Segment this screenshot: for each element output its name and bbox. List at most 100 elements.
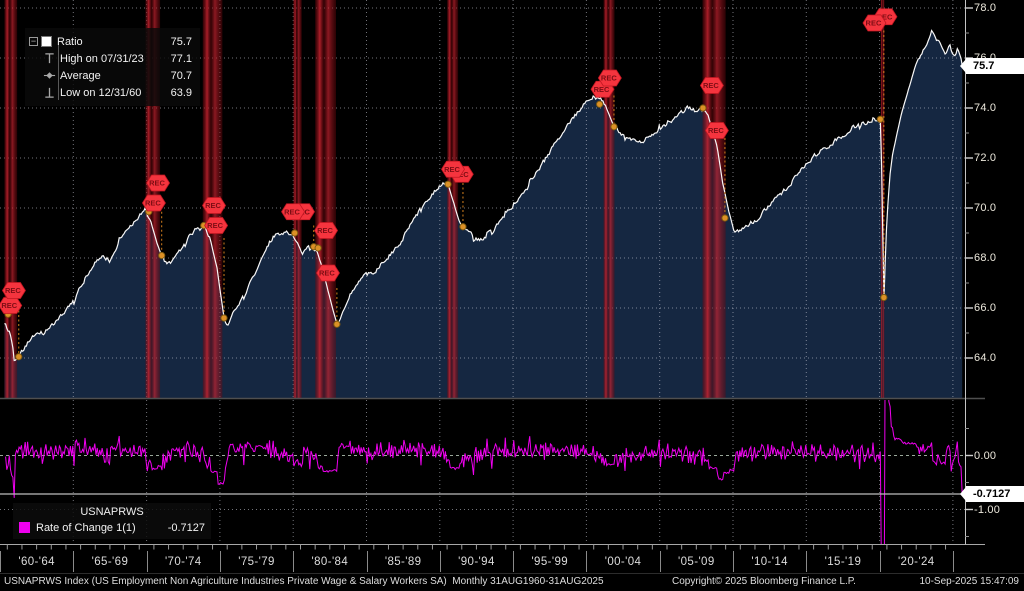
average-label: Average bbox=[60, 69, 101, 82]
rec-trough-dot bbox=[459, 223, 467, 231]
x-axis-label: '65-'69 bbox=[91, 556, 129, 568]
y-axis-label: 78.0 bbox=[974, 2, 997, 14]
average-value: 70.7 bbox=[170, 69, 192, 82]
recession-band bbox=[293, 0, 302, 398]
footer-timestamp: 10-Sep-2025 15:47:09 bbox=[919, 576, 1019, 587]
rec-flag-icon bbox=[862, 14, 887, 32]
x-axis-divider bbox=[73, 551, 75, 572]
rec-flag-label: REC bbox=[5, 286, 21, 295]
rec-trough-dot bbox=[291, 229, 299, 237]
legend-row-low: Low on 12/31/60 63.9 bbox=[28, 85, 194, 100]
x-axis-divider bbox=[146, 551, 148, 572]
rec-trough-dot bbox=[595, 100, 604, 108]
recession-band bbox=[315, 0, 337, 398]
rec-trough-dot bbox=[721, 214, 729, 222]
rec-trough-dot bbox=[610, 123, 618, 131]
rec-trough-dot bbox=[444, 180, 452, 188]
rec-trough-dot bbox=[876, 115, 884, 123]
rec-flag-label: REC bbox=[703, 81, 719, 90]
rec-flag-label: REC bbox=[145, 199, 161, 208]
roc-series-value: -0.7127 bbox=[167, 521, 205, 534]
x-axis-divider bbox=[513, 551, 515, 572]
legend-tree-line bbox=[58, 44, 59, 100]
legend-row-high: High on 07/31/23 77.1 bbox=[28, 51, 194, 66]
x-axis-label: '15-'19 bbox=[824, 556, 862, 568]
series-value: 75.7 bbox=[170, 35, 192, 48]
average-marker-icon bbox=[43, 72, 56, 79]
rec-markers: RECRECRECRECRECRECRECRECRECRECRECRECRECR… bbox=[0, 8, 898, 361]
legend-expander-icon[interactable]: − bbox=[29, 36, 38, 46]
recession-band bbox=[702, 0, 726, 398]
roc-line-series bbox=[5, 400, 963, 545]
x-axis-label: '60-'64 bbox=[18, 556, 55, 568]
rec-flag-icon bbox=[1, 282, 26, 299]
y-axis-label: 64.0 bbox=[974, 352, 997, 364]
rec-trough-dot bbox=[15, 353, 23, 361]
x-axis-divider bbox=[219, 551, 221, 572]
x-axis-label: '20-'24 bbox=[897, 556, 935, 568]
x-axis-label: '80-'84 bbox=[311, 556, 349, 568]
rec-flag-label: REC bbox=[866, 19, 882, 28]
rec-flag-label: REC bbox=[284, 207, 300, 216]
lower-legend[interactable]: USNAPRWS Rate of Change 1(1) -0.7127 bbox=[13, 503, 211, 539]
rec-flag-icon bbox=[202, 197, 227, 214]
roc-series-label: Rate of Change 1(1) bbox=[36, 521, 136, 534]
rec-trough-dot bbox=[699, 104, 707, 112]
high-label: High on 07/31/23 bbox=[60, 52, 144, 65]
x-axis-label: '95-'99 bbox=[531, 556, 569, 568]
rec-trough-dot bbox=[158, 251, 166, 260]
y-axis-label: 74.0 bbox=[974, 102, 997, 114]
x-axis-divider bbox=[879, 551, 881, 572]
rec-flag-label: REC bbox=[317, 226, 333, 235]
rec-flag-label: REC bbox=[205, 201, 221, 210]
last-value-tag-ratio: 75.7 bbox=[960, 57, 1024, 74]
high-marker-icon bbox=[45, 53, 54, 64]
footer-description: USNAPRWS Index (US Employment Non Agricu… bbox=[4, 576, 604, 587]
footer-copyright: Copyright© 2025 Bloomberg Finance L.P. bbox=[672, 576, 856, 587]
roc-panel bbox=[5, 400, 963, 545]
x-axis-divider bbox=[293, 551, 295, 572]
ratio-series-swatch-icon bbox=[41, 36, 52, 47]
x-axis-divider bbox=[806, 551, 808, 572]
rec-flag-label: REC bbox=[1, 301, 17, 310]
rec-trough-dot bbox=[333, 320, 341, 328]
footer-divider bbox=[0, 573, 1024, 574]
rec-trough-dot bbox=[880, 293, 888, 302]
rec-flag-label: REC bbox=[207, 221, 223, 230]
x-axis-divider bbox=[366, 551, 368, 572]
rec-flag-label: REC bbox=[594, 85, 610, 94]
x-axis-divider bbox=[659, 551, 661, 572]
x-axis-label: '10-'14 bbox=[751, 556, 788, 568]
lower-legend-row: Rate of Change 1(1) -0.7127 bbox=[19, 520, 205, 535]
y-axis-label: 66.0 bbox=[974, 302, 997, 314]
y-axis-label: 70.0 bbox=[974, 202, 997, 214]
rec-flag-icon bbox=[141, 194, 166, 212]
x-axis-label: '85-'89 bbox=[384, 556, 422, 568]
x-axis-divider bbox=[586, 551, 588, 572]
low-label: Low on 12/31/60 bbox=[60, 86, 142, 99]
rec-flag-icon bbox=[441, 160, 465, 178]
lower-legend-title: USNAPRWS bbox=[80, 506, 144, 518]
series-label: Ratio bbox=[57, 35, 83, 48]
y-axis-label: 0.00 bbox=[974, 449, 997, 462]
rec-flag-label: REC bbox=[877, 12, 893, 21]
x-axis-label: '90-'94 bbox=[458, 556, 495, 568]
ratio-line-series bbox=[4, 29, 963, 362]
y-axis-label: -1.00 bbox=[974, 503, 1001, 516]
rec-flag-icon bbox=[146, 174, 171, 192]
rec-flag-icon bbox=[315, 264, 340, 282]
rec-flag-icon bbox=[704, 122, 729, 139]
main-legend[interactable]: − Ratio 75.7 High on 07/31/23 77.1 Avera… bbox=[25, 28, 200, 106]
legend-row-series: − Ratio 75.7 bbox=[28, 34, 194, 49]
rec-flag-icon bbox=[314, 222, 339, 239]
y-axis-label: 68.0 bbox=[974, 252, 997, 264]
rec-flag-icon bbox=[699, 77, 724, 94]
rec-flag-icon bbox=[0, 297, 23, 314]
x-axis-divider bbox=[952, 551, 954, 572]
legend-row-average: Average 70.7 bbox=[28, 68, 194, 83]
x-axis-label: '05-'09 bbox=[678, 556, 715, 568]
x-axis-label: '75-'79 bbox=[238, 556, 275, 568]
low-value: 63.9 bbox=[170, 86, 192, 99]
